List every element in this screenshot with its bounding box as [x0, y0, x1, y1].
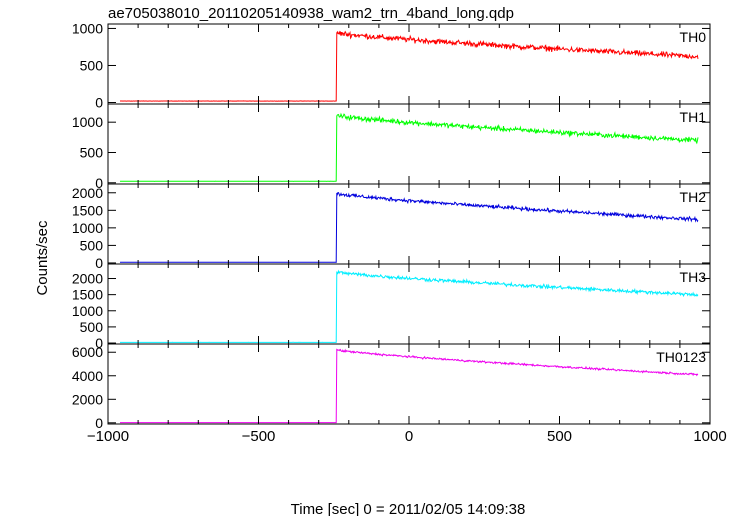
y-tick-label: 1000 [72, 20, 103, 36]
series-line-th2 [119, 192, 699, 263]
x-tick-label: −500 [242, 428, 276, 445]
x-axis-label: Time [sec] 0 = 2011/02/05 14:09:38 [291, 501, 526, 516]
y-tick-label: 1500 [72, 202, 103, 218]
y-tick-label: 500 [80, 57, 104, 73]
y-tick-label: 0 [95, 175, 103, 191]
y-tick-label: 500 [80, 144, 104, 160]
panel-frame [107, 103, 711, 185]
y-tick-label: 2000 [72, 271, 103, 287]
x-tick-label: 500 [547, 428, 572, 445]
y-tick-label: 0 [95, 415, 103, 431]
panel-frame [107, 183, 711, 265]
x-tick-label: −1000 [87, 428, 129, 445]
panel-frame [107, 263, 711, 345]
series-label-th0: TH0 [680, 29, 707, 45]
x-tick-label: 1000 [693, 428, 726, 445]
series-line-th0123 [120, 348, 699, 424]
series-line-th0 [120, 30, 699, 102]
y-tick-label: 1000 [72, 220, 103, 236]
panel-frame [107, 23, 711, 105]
y-tick-label: 0 [95, 255, 103, 271]
series-line-th1 [119, 112, 699, 182]
y-tick-label: 1000 [72, 303, 103, 319]
panel-th1: 0 500 1000 TH1 [72, 103, 711, 191]
x-tick-label: 0 [405, 428, 413, 445]
series-label-th1: TH1 [680, 109, 707, 125]
y-axis-label: Counts/sec [34, 220, 51, 296]
y-tick-label: 0 [95, 95, 103, 111]
series-line-th3 [120, 269, 699, 343]
series-label-th3: TH3 [680, 269, 707, 285]
chart-title: ae705038010_20110205140938_wam2_trn_4ban… [108, 5, 514, 22]
series-label-th0123: TH0123 [656, 349, 706, 365]
y-tick-label: 6000 [72, 344, 103, 360]
panel-th0: 0 500 1000 TH0 [72, 20, 711, 111]
y-tick-label: 1500 [72, 287, 103, 303]
panel-th0123: 0 2000 4000 6000 TH0123 [72, 343, 711, 431]
y-tick-label: 500 [80, 237, 104, 253]
y-tick-label: 4000 [72, 368, 103, 384]
y-tick-label: 1000 [72, 114, 103, 130]
x-axis: −1000 −500 0 500 1000 [87, 428, 727, 445]
y-tick-label: 0 [95, 335, 103, 351]
y-tick-label: 2000 [72, 391, 103, 407]
series-label-th2: TH2 [680, 189, 707, 205]
y-tick-label: 500 [80, 319, 104, 335]
y-tick-label: 2000 [72, 185, 103, 201]
